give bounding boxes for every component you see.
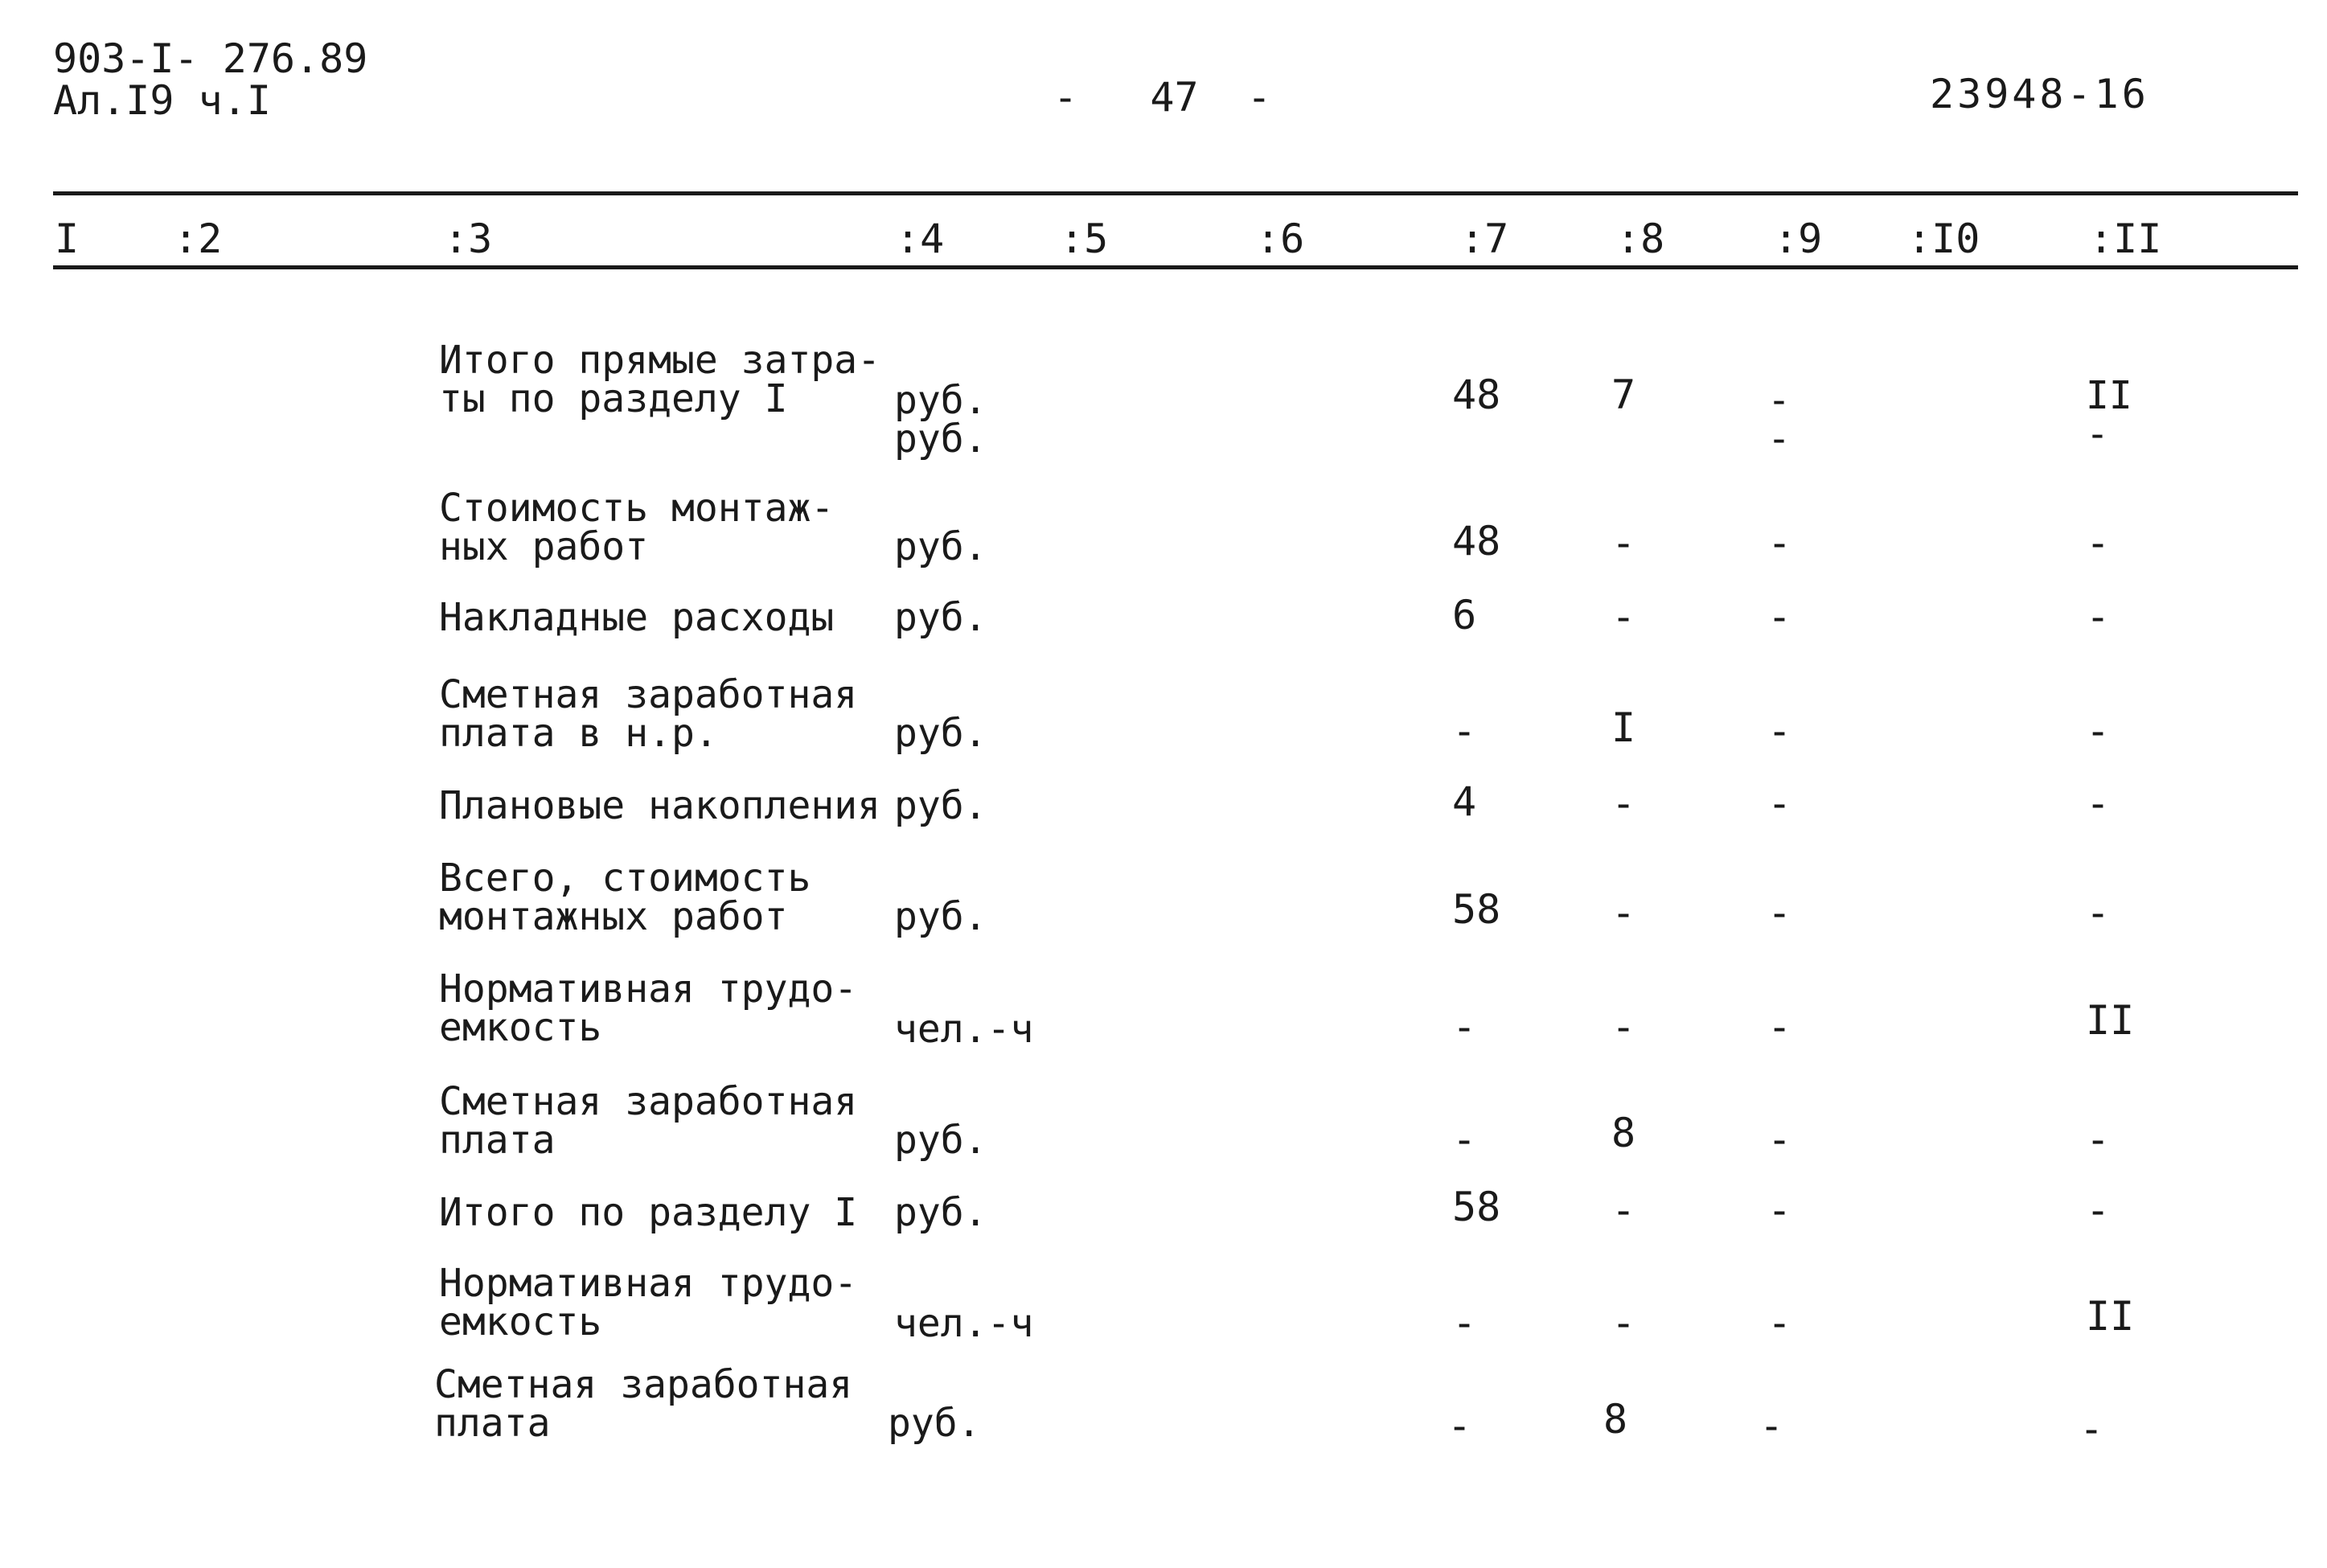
row-col11: II - bbox=[2086, 373, 2132, 457]
row-col11: - bbox=[2086, 889, 2111, 936]
column-number: :5 bbox=[1060, 215, 1109, 262]
row-unit: руб. bbox=[894, 1118, 987, 1163]
row-col8: - bbox=[1611, 1299, 1636, 1346]
row-col7: 48 bbox=[1452, 371, 1501, 418]
row-col7: - bbox=[1452, 1004, 1477, 1050]
row-unit: руб. bbox=[894, 1190, 987, 1235]
top-rule bbox=[53, 191, 2298, 195]
row-col8: 8 bbox=[1603, 1396, 1628, 1443]
row-col11: - bbox=[2086, 708, 2111, 754]
column-header-rule bbox=[53, 265, 2298, 269]
column-number: :2 bbox=[174, 215, 223, 262]
row-col8: - bbox=[1611, 593, 1636, 640]
row-col8: - bbox=[1611, 519, 1636, 566]
row-col11: - bbox=[2086, 1116, 2111, 1163]
row-name: Нормативная трудо- емкость bbox=[439, 1261, 858, 1344]
row-col11: II bbox=[2086, 1293, 2135, 1340]
row-col8: - bbox=[1611, 780, 1636, 827]
row-name: Итого по разделу I bbox=[439, 1190, 858, 1235]
row-name: Сметная заработная плата bbox=[434, 1362, 853, 1446]
row-unit: руб. bbox=[894, 711, 987, 756]
row-col11: - bbox=[2086, 593, 2111, 640]
row-unit: руб. bbox=[894, 524, 987, 569]
row-col9: - bbox=[1767, 780, 1792, 827]
row-col9: - bbox=[1767, 1299, 1792, 1346]
column-number: I bbox=[55, 215, 80, 262]
row-col9: - bbox=[1767, 1116, 1792, 1163]
row-unit: руб. руб. bbox=[894, 378, 987, 462]
row-unit: чел.-ч bbox=[894, 1007, 1034, 1052]
row-col7: - bbox=[1447, 1402, 1472, 1449]
row-col11: II bbox=[2086, 997, 2135, 1044]
row-col7: - bbox=[1452, 1116, 1477, 1163]
row-col7: - bbox=[1452, 1299, 1477, 1346]
row-col8: 8 bbox=[1611, 1110, 1636, 1156]
row-col9: - bbox=[1767, 1004, 1792, 1050]
row-col9: - bbox=[1767, 593, 1792, 640]
row-name: Всего, стоимость монтажных работ bbox=[439, 856, 811, 939]
row-col9: - bbox=[1759, 1402, 1784, 1449]
column-number: :8 bbox=[1616, 215, 1665, 262]
row-col7: - bbox=[1452, 708, 1477, 754]
row-col8: 7 bbox=[1611, 371, 1636, 418]
row-name: Нормативная трудо- емкость bbox=[439, 967, 858, 1050]
column-number: :4 bbox=[896, 215, 945, 262]
column-number: :3 bbox=[444, 215, 493, 262]
row-unit: руб. bbox=[894, 783, 987, 828]
column-number: :9 bbox=[1774, 215, 1823, 262]
row-name: Стоимость монтаж- ных работ bbox=[439, 486, 835, 569]
row-unit: руб. bbox=[888, 1401, 981, 1446]
row-name: Накладные расходы bbox=[439, 595, 835, 640]
document-code: 903-I- 276.89 bbox=[53, 35, 368, 82]
row-col9: - bbox=[1767, 889, 1792, 936]
sheet-code: 23948-16 bbox=[1930, 71, 2149, 117]
row-col9: - bbox=[1767, 519, 1792, 566]
row-name: Сметная заработная плата в н.р. bbox=[439, 672, 858, 756]
row-col7: 4 bbox=[1452, 778, 1477, 825]
row-unit: руб. bbox=[894, 595, 987, 640]
row-col8: - bbox=[1611, 889, 1636, 936]
row-col7: 58 bbox=[1452, 886, 1501, 933]
row-col9: - bbox=[1767, 1187, 1792, 1233]
row-unit: чел.-ч bbox=[894, 1301, 1034, 1346]
album-reference: Ал.I9 ч.I bbox=[53, 77, 271, 124]
row-col11: - bbox=[2086, 1187, 2111, 1233]
row-col7: 6 bbox=[1452, 592, 1477, 638]
column-number: :7 bbox=[1460, 215, 1509, 262]
column-number: :II bbox=[2089, 215, 2162, 262]
row-col9: - - bbox=[1767, 378, 1791, 462]
row-name: Плановые накопления bbox=[439, 783, 881, 828]
row-name: Итого прямые затра- ты по разделу I bbox=[439, 338, 881, 421]
row-name: Сметная заработная плата bbox=[439, 1079, 858, 1163]
row-col8: - bbox=[1611, 1187, 1636, 1233]
page-number: - 47 - bbox=[1053, 74, 1271, 121]
row-unit: руб. bbox=[894, 894, 987, 939]
row-col9: - bbox=[1767, 708, 1792, 754]
row-col11: - bbox=[2086, 519, 2111, 566]
row-col8: I bbox=[1611, 704, 1636, 751]
row-col11: - bbox=[2079, 1406, 2104, 1452]
column-number: :I0 bbox=[1907, 215, 1980, 262]
column-number: :6 bbox=[1256, 215, 1305, 262]
row-col7: 48 bbox=[1452, 518, 1501, 564]
row-col8: - bbox=[1611, 1004, 1636, 1050]
row-col11: - bbox=[2086, 780, 2111, 827]
row-col7: 58 bbox=[1452, 1184, 1501, 1230]
